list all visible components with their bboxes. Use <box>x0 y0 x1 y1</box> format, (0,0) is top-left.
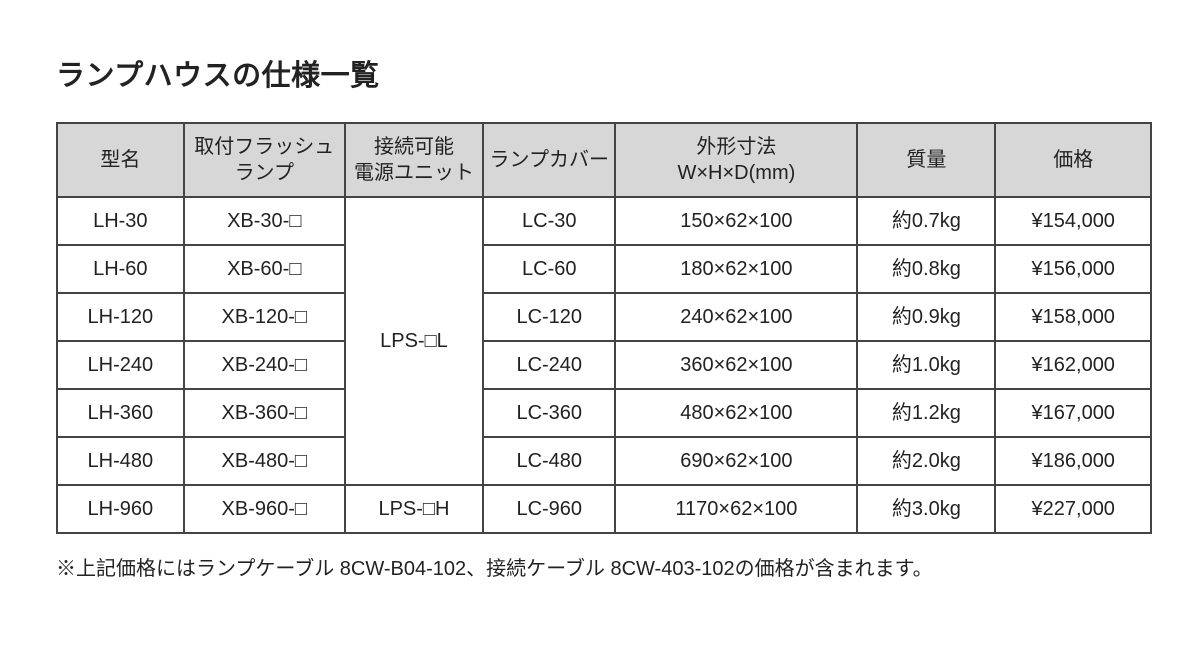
cell-flash: XB-360-□ <box>184 389 345 437</box>
table-row: LH-240 XB-240-□ LC-240 360×62×100 約1.0kg… <box>57 341 1151 389</box>
cell-dims: 240×62×100 <box>615 293 857 341</box>
cell-flash: XB-480-□ <box>184 437 345 485</box>
cell-dims: 360×62×100 <box>615 341 857 389</box>
cell-cover: LC-60 <box>483 245 615 293</box>
cell-dims: 690×62×100 <box>615 437 857 485</box>
cell-model: LH-60 <box>57 245 184 293</box>
col-header-power: 接続可能電源ユニット <box>345 123 483 197</box>
cell-flash: XB-60-□ <box>184 245 345 293</box>
col-header-price: 価格 <box>995 123 1151 197</box>
footnote: ※上記価格にはランプケーブル 8CW-B04-102、接続ケーブル 8CW-40… <box>56 552 1152 581</box>
cell-model: LH-30 <box>57 197 184 245</box>
cell-model: LH-240 <box>57 341 184 389</box>
table-body: LH-30 XB-30-□ LPS-□L LC-30 150×62×100 約0… <box>57 197 1151 533</box>
col-header-weight: 質量 <box>857 123 995 197</box>
cell-weight: 約1.2kg <box>857 389 995 437</box>
cell-flash: XB-30-□ <box>184 197 345 245</box>
cell-weight: 約0.7kg <box>857 197 995 245</box>
col-header-dims: 外形寸法W×H×D(mm) <box>615 123 857 197</box>
cell-cover: LC-360 <box>483 389 615 437</box>
table-row: LH-30 XB-30-□ LPS-□L LC-30 150×62×100 約0… <box>57 197 1151 245</box>
table-row: LH-480 XB-480-□ LC-480 690×62×100 約2.0kg… <box>57 437 1151 485</box>
page-title: ランプハウスの仕様一覧 <box>56 52 1152 94</box>
cell-weight: 約0.8kg <box>857 245 995 293</box>
cell-dims: 1170×62×100 <box>615 485 857 533</box>
cell-model: LH-960 <box>57 485 184 533</box>
cell-weight: 約3.0kg <box>857 485 995 533</box>
table-header-row: 型名 取付フラッシュランプ 接続可能電源ユニット ランプカバー 外形寸法W×H×… <box>57 123 1151 197</box>
cell-price: ¥167,000 <box>995 389 1151 437</box>
col-header-flash: 取付フラッシュランプ <box>184 123 345 197</box>
cell-flash: XB-960-□ <box>184 485 345 533</box>
cell-weight: 約0.9kg <box>857 293 995 341</box>
cell-price: ¥162,000 <box>995 341 1151 389</box>
cell-dims: 150×62×100 <box>615 197 857 245</box>
cell-cover: LC-240 <box>483 341 615 389</box>
cell-cover: LC-30 <box>483 197 615 245</box>
cell-model: LH-480 <box>57 437 184 485</box>
cell-cover: LC-480 <box>483 437 615 485</box>
cell-flash: XB-240-□ <box>184 341 345 389</box>
cell-power: LPS-□L <box>345 197 483 485</box>
cell-flash: XB-120-□ <box>184 293 345 341</box>
cell-model: LH-360 <box>57 389 184 437</box>
table-row: LH-120 XB-120-□ LC-120 240×62×100 約0.9kg… <box>57 293 1151 341</box>
table-row: LH-960 XB-960-□ LPS-□H LC-960 1170×62×10… <box>57 485 1151 533</box>
col-header-cover: ランプカバー <box>483 123 615 197</box>
table-row: LH-360 XB-360-□ LC-360 480×62×100 約1.2kg… <box>57 389 1151 437</box>
cell-price: ¥186,000 <box>995 437 1151 485</box>
cell-model: LH-120 <box>57 293 184 341</box>
cell-power: LPS-□H <box>345 485 483 533</box>
table-row: LH-60 XB-60-□ LC-60 180×62×100 約0.8kg ¥1… <box>57 245 1151 293</box>
cell-price: ¥227,000 <box>995 485 1151 533</box>
cell-price: ¥156,000 <box>995 245 1151 293</box>
lamphouse-spec-table: 型名 取付フラッシュランプ 接続可能電源ユニット ランプカバー 外形寸法W×H×… <box>56 122 1152 534</box>
cell-weight: 約2.0kg <box>857 437 995 485</box>
cell-dims: 180×62×100 <box>615 245 857 293</box>
cell-cover: LC-120 <box>483 293 615 341</box>
col-header-model: 型名 <box>57 123 184 197</box>
cell-dims: 480×62×100 <box>615 389 857 437</box>
cell-price: ¥158,000 <box>995 293 1151 341</box>
cell-cover: LC-960 <box>483 485 615 533</box>
cell-weight: 約1.0kg <box>857 341 995 389</box>
cell-price: ¥154,000 <box>995 197 1151 245</box>
